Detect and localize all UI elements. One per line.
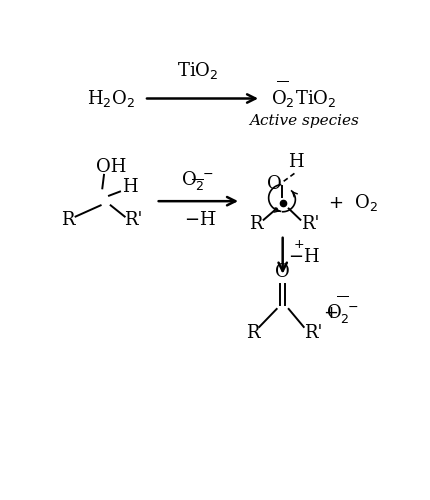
Text: O$_2^{\ -}$: O$_2^{\ -}$: [181, 168, 213, 192]
Text: O: O: [266, 174, 281, 192]
Text: O$_2^{\ -}$: O$_2^{\ -}$: [326, 302, 358, 325]
Text: R': R': [304, 324, 322, 342]
Text: TiO$_2$: TiO$_2$: [176, 60, 218, 81]
Text: TiO$_2$: TiO$_2$: [295, 88, 336, 109]
Text: $\overline{\mathrm{\ \ }}$: $\overline{\mathrm{\ \ }}$: [336, 285, 348, 302]
Text: $\overline{\mathrm{\ \ }}$: $\overline{\mathrm{\ \ }}$: [190, 168, 203, 185]
Text: R: R: [246, 324, 259, 342]
Text: O$_2$: O$_2$: [270, 88, 294, 109]
Text: H$_2$O$_2$: H$_2$O$_2$: [87, 88, 135, 109]
Text: $^{+}$: $^{+}$: [292, 238, 304, 256]
Text: R': R': [301, 214, 319, 232]
Text: OH: OH: [95, 158, 126, 176]
Text: $-$H: $-$H: [287, 248, 319, 266]
Text: R': R': [124, 212, 142, 230]
Text: H: H: [288, 152, 303, 170]
Text: $^{-}$: $^{-}$: [206, 208, 216, 225]
Text: O: O: [275, 262, 289, 280]
Text: $-$H: $-$H: [184, 211, 215, 229]
Text: H: H: [122, 178, 138, 196]
Text: Active species: Active species: [249, 114, 359, 128]
Text: $+$  O$_2$: $+$ O$_2$: [327, 192, 377, 214]
Text: R: R: [249, 214, 262, 232]
Text: $+$: $+$: [322, 304, 337, 322]
Text: $\overline{\mathrm{\ \ }}$: $\overline{\mathrm{\ \ }}$: [276, 70, 289, 88]
Text: R: R: [60, 212, 74, 230]
